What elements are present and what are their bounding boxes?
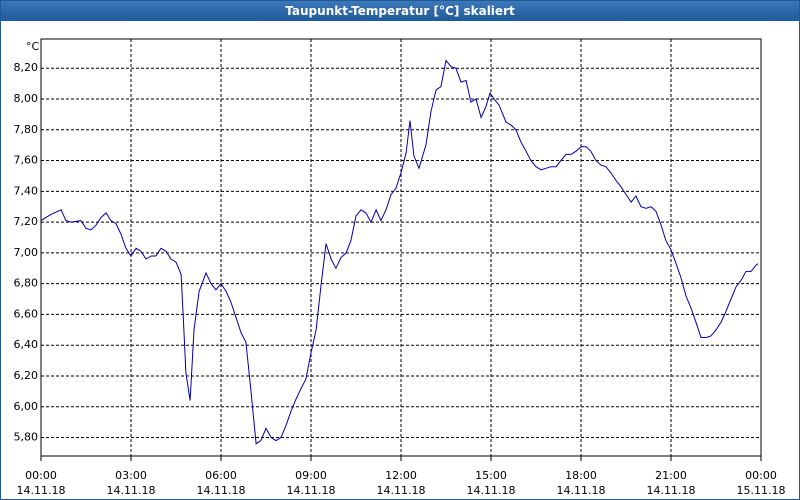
- data-line: [40, 59, 759, 445]
- y-tick-label: 7,00: [14, 246, 39, 259]
- y-tick-label: 7,80: [14, 123, 39, 136]
- x-tick-label: 06:00: [205, 469, 237, 482]
- x-tick-label: 15:00: [475, 469, 507, 482]
- x-tick-date: 14.11.18: [197, 484, 246, 497]
- y-tick-label: 6,60: [14, 307, 39, 320]
- y-tick-label: 6,20: [14, 369, 39, 382]
- x-tick-date: 15.11.18: [737, 484, 786, 497]
- x-tick-date: 14.11.18: [17, 484, 66, 497]
- y-tick-label: 7,20: [14, 215, 39, 228]
- x-tick-date: 14.11.18: [647, 484, 696, 497]
- y-tick-label: 5,80: [14, 431, 39, 444]
- window-title: Taupunkt-Temperatur [°C] skaliert: [1, 1, 799, 21]
- y-tick-label: 6,00: [14, 400, 39, 413]
- x-tick-date: 14.11.18: [557, 484, 606, 497]
- y-tick-label: 8,20: [14, 61, 39, 74]
- x-tick-date: 14.11.18: [377, 484, 426, 497]
- x-tick-date: 14.11.18: [467, 484, 516, 497]
- x-tick-label: 09:00: [295, 469, 327, 482]
- x-tick-label: 21:00: [655, 469, 687, 482]
- x-tick-label: 12:00: [385, 469, 417, 482]
- x-tick-date: 14.11.18: [107, 484, 156, 497]
- x-tick-label: 03:00: [115, 469, 147, 482]
- chart: °C 5,80 6,00 6,20 6,40 6,60 6,80 7,00 7,20 7,40 7,…: [14, 38, 786, 497]
- y-tick-label: 7,40: [14, 184, 39, 197]
- x-tick-label: 00:00: [25, 469, 57, 482]
- y-tick-label: 6,80: [14, 277, 39, 290]
- x-tick-label: 00:00: [745, 469, 777, 482]
- y-tick-label: 7,60: [14, 154, 39, 167]
- y-tick-label: 8,00: [14, 92, 39, 105]
- x-tick-date: 14.11.18: [287, 484, 336, 497]
- y-unit: °C: [26, 40, 40, 53]
- y-tick-label: 6,40: [14, 338, 39, 351]
- x-tick-label: 18:00: [565, 469, 597, 482]
